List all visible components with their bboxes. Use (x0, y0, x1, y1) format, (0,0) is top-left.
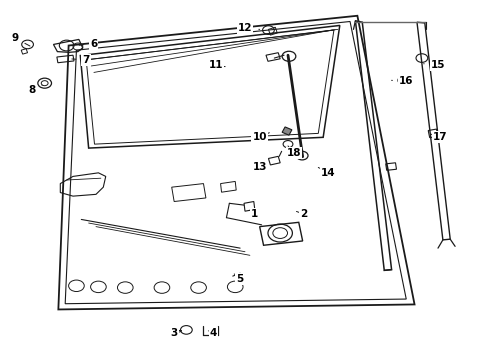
Text: 14: 14 (318, 167, 335, 178)
Text: 16: 16 (392, 76, 414, 86)
Text: 15: 15 (424, 60, 445, 70)
Text: 7: 7 (72, 55, 90, 65)
Text: 3: 3 (171, 328, 181, 338)
Text: 8: 8 (29, 85, 42, 95)
Text: 18: 18 (287, 146, 301, 158)
Text: 11: 11 (208, 60, 225, 70)
Text: 5: 5 (234, 274, 244, 284)
Text: 9: 9 (12, 33, 30, 46)
Text: 10: 10 (252, 132, 270, 142)
Text: 4: 4 (208, 328, 217, 338)
Text: 17: 17 (431, 132, 448, 142)
Text: 12: 12 (238, 23, 260, 33)
Polygon shape (282, 127, 292, 135)
Text: 13: 13 (252, 162, 267, 172)
Text: 2: 2 (296, 209, 307, 219)
Text: 6: 6 (79, 39, 97, 49)
Text: 1: 1 (250, 209, 258, 219)
